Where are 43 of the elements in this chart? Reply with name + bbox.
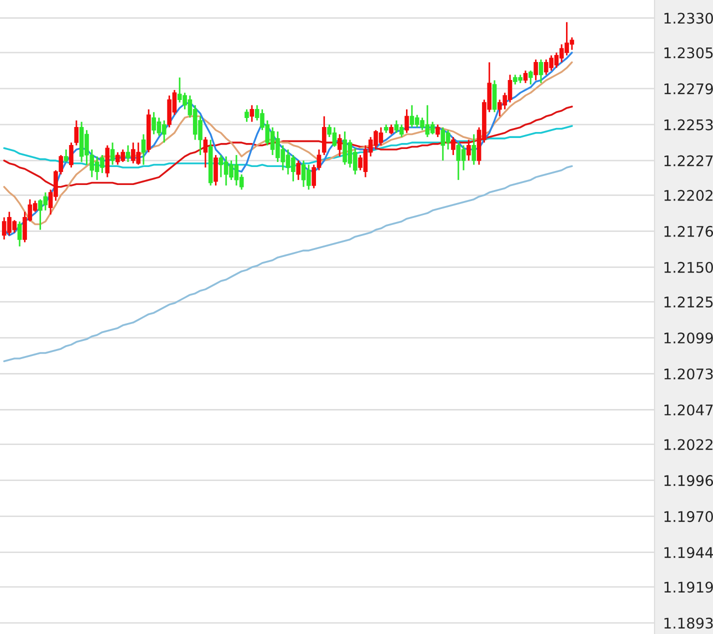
candlestick (338, 134, 342, 158)
y-tick-label: 1.1919 (664, 582, 713, 593)
candlestick (17, 220, 22, 248)
candlestick (110, 142, 115, 166)
y-tick-label: 1.1996 (664, 475, 713, 486)
candlestick (74, 120, 79, 146)
candlestick (534, 58, 538, 82)
y-tick-label: 1.1970 (664, 511, 713, 522)
y-tick-label: 1.2279 (664, 83, 713, 94)
y-tick-label: 1.2022 (664, 439, 712, 450)
candlestick (69, 142, 74, 168)
candlestick (141, 134, 146, 166)
y-tick-label: 1.2073 (664, 368, 713, 380)
y-tick-label: 1.2176 (664, 226, 713, 237)
candlestick (203, 136, 208, 168)
y-tick-label: 1.2227 (664, 155, 713, 166)
candlestick (528, 70, 533, 86)
y-tick-label: 1.2305 (664, 47, 713, 58)
candlestick (436, 124, 440, 138)
candlestick (538, 58, 544, 84)
y-tick-label: 1.1893 (664, 618, 713, 629)
candlestick (244, 108, 249, 123)
candlestick (389, 124, 394, 136)
candlestick (472, 134, 476, 166)
y-tick-label: 1.2330 (664, 12, 713, 24)
candlestick (466, 139, 471, 162)
candlestick (296, 160, 301, 181)
line-series (3, 165, 573, 362)
candlestick (64, 148, 68, 163)
y-tick-label: 1.2150 (664, 262, 713, 273)
candlestick (214, 154, 218, 186)
y-tick-label: 1.2253 (664, 119, 713, 130)
candlestick (451, 136, 456, 156)
line-series (3, 106, 573, 188)
candlestick (404, 108, 409, 134)
y-tick-label: 1.2202 (664, 190, 712, 201)
candlestick (126, 144, 130, 163)
y-tick-label: 1.2047 (664, 404, 713, 416)
candlestick (250, 104, 254, 123)
y-tick-label: 1.1944 (664, 547, 713, 558)
y-tick-label: 1.2099 (664, 332, 713, 344)
candlestick (523, 70, 528, 84)
y-tick-label: 1.2125 (664, 296, 713, 308)
